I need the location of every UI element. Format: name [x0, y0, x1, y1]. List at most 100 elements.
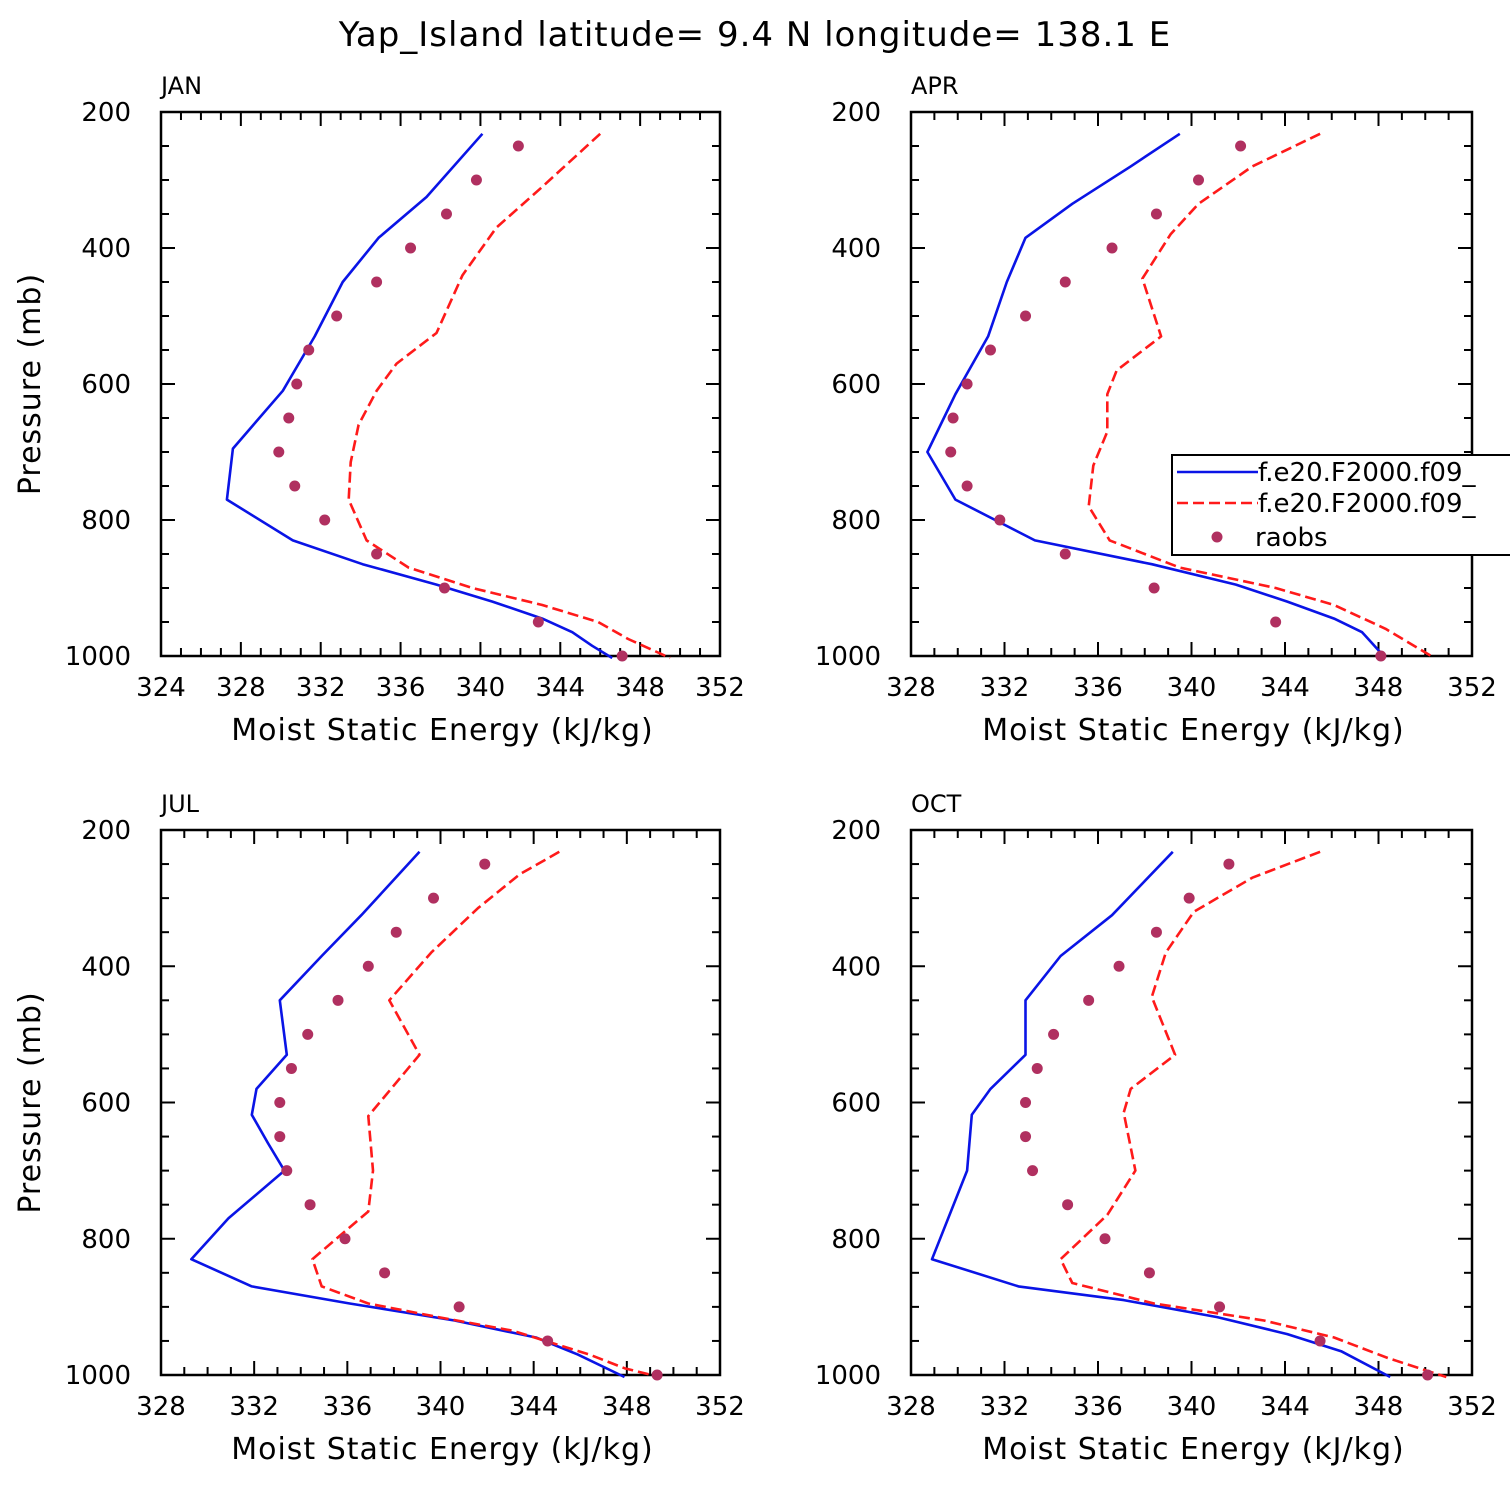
obs-point — [285, 1062, 297, 1074]
plot-frame — [159, 828, 722, 1377]
obs-point — [947, 412, 959, 424]
obs-point — [1048, 1028, 1060, 1040]
series-line-model2 — [347, 132, 671, 660]
obs-point — [1113, 960, 1125, 972]
x-tick-label: 332 — [980, 673, 1030, 703]
panel-jul: JUL 328 332 336 340 344 348 352 200 400 600 800 1000… — [13, 790, 745, 1467]
obs-point — [379, 1267, 391, 1279]
legend-label: raobs — [1255, 523, 1328, 553]
x-tick-label: 340 — [456, 673, 506, 703]
obs-point — [1223, 858, 1235, 870]
legend-marker-obs — [1211, 531, 1223, 543]
y-tick-label: 800 — [831, 506, 881, 536]
x-tick-label: 340 — [416, 1392, 466, 1422]
x-tick-label: 324 — [136, 673, 186, 703]
obs-point — [1150, 208, 1162, 220]
x-tick-label: 352 — [695, 673, 745, 703]
obs-point — [532, 616, 544, 628]
x-tick-label: 332 — [980, 1392, 1030, 1422]
obs-point — [1083, 994, 1095, 1006]
obs-point — [1314, 1335, 1326, 1347]
obs-point — [1027, 1165, 1039, 1177]
obs-point — [651, 1369, 663, 1381]
y-tick-label: 1000 — [65, 642, 131, 672]
obs-point — [291, 378, 303, 390]
x-tick-label: 348 — [602, 1392, 652, 1422]
x-tick-label: 348 — [1354, 673, 1404, 703]
x-tick-label: 352 — [1447, 673, 1497, 703]
obs-point — [945, 446, 957, 458]
y-tick-label: 1000 — [815, 1361, 881, 1391]
obs-point — [961, 480, 973, 492]
y-tick-label: 600 — [81, 1089, 131, 1119]
plot-frame — [909, 828, 1474, 1377]
obs-point — [428, 892, 440, 904]
obs-point — [331, 310, 343, 322]
panel-title: APR — [911, 72, 959, 100]
obs-point — [390, 926, 402, 938]
y-tick-label: 600 — [81, 370, 131, 400]
series-line-model2 — [311, 850, 660, 1379]
x-tick-label: 348 — [615, 673, 665, 703]
x-tick-label: 352 — [1447, 1392, 1497, 1422]
obs-point — [302, 1028, 314, 1040]
y-axis-title: Pressure (mb) — [13, 273, 48, 495]
obs-point — [1270, 616, 1282, 628]
y-tick-label: 1000 — [65, 1361, 131, 1391]
obs-point — [303, 344, 315, 356]
x-tick-label: 344 — [535, 673, 585, 703]
obs-point — [281, 1165, 293, 1177]
obs-point — [984, 344, 996, 356]
obs-point — [1214, 1301, 1226, 1313]
series-line-model2 — [1087, 132, 1436, 660]
y-tick-label: 200 — [81, 816, 131, 846]
obs-point — [1235, 140, 1247, 152]
series-line-model1 — [190, 850, 626, 1379]
panel-apr: APR 328 332 336 340 344 348 352 200 400 600 800 1000… — [815, 72, 1510, 748]
obs-point — [1099, 1233, 1111, 1245]
y-tick-label: 800 — [81, 1225, 131, 1255]
x-tick-label: 344 — [1260, 673, 1310, 703]
y-tick-label: 800 — [831, 1225, 881, 1255]
obs-point — [1106, 242, 1118, 254]
y-tick-label: 200 — [831, 98, 881, 128]
x-tick-label: 344 — [509, 1392, 559, 1422]
obs-point — [1183, 892, 1195, 904]
y-tick-label: 200 — [831, 816, 881, 846]
x-axis-title: Moist Static Energy (kJ/kg) — [231, 713, 654, 748]
x-tick-label: 328 — [136, 1392, 186, 1422]
panel-title: JAN — [159, 72, 202, 100]
x-tick-label: 340 — [1167, 673, 1217, 703]
obs-point — [273, 446, 285, 458]
obs-point — [453, 1301, 465, 1313]
obs-point — [1020, 310, 1032, 322]
y-tick-label: 400 — [81, 234, 131, 264]
obs-point — [1422, 1369, 1434, 1381]
obs-point — [289, 480, 301, 492]
y-tick-label: 1000 — [815, 642, 881, 672]
y-tick-label: 800 — [81, 506, 131, 536]
panel-oct: OCT 328 332 336 340 344 348 352 200 400 600 800 1000… — [815, 790, 1497, 1467]
obs-point — [332, 994, 344, 1006]
obs-point — [339, 1233, 351, 1245]
y-tick-label: 400 — [831, 952, 881, 982]
x-tick-label: 348 — [1354, 1392, 1404, 1422]
obs-point — [1020, 1097, 1032, 1108]
obs-point — [1020, 1131, 1032, 1143]
x-tick-label: 336 — [1073, 1392, 1123, 1422]
plot-frame — [159, 110, 722, 658]
obs-point — [542, 1335, 554, 1347]
series-line-model1 — [930, 850, 1391, 1379]
panel-title: JUL — [159, 790, 200, 818]
x-tick-label: 328 — [216, 673, 266, 703]
x-tick-label: 336 — [1073, 673, 1123, 703]
obs-point — [1031, 1062, 1043, 1074]
series-line-model1 — [926, 132, 1387, 659]
legend: f.e20.F2000.f09_f.e20.F2000.f09_raobs — [1171, 454, 1510, 556]
obs-point — [1193, 174, 1205, 186]
obs-point — [470, 174, 482, 186]
obs-point — [274, 1131, 286, 1143]
obs-point — [1059, 276, 1071, 288]
figure-title: Yap_Island latitude= 9.4 N longitude= 13… — [338, 15, 1171, 55]
